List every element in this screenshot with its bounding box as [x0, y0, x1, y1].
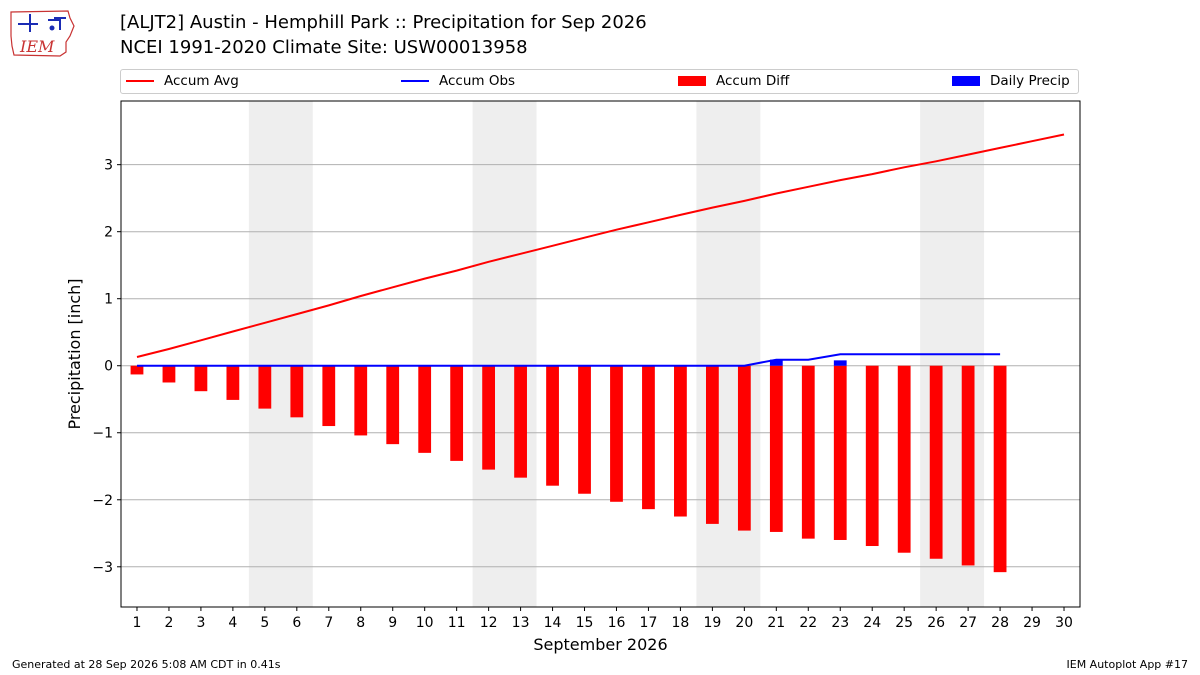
x-tick-label: 10	[416, 615, 434, 631]
legend-item-accum-diff: Accum Diff	[678, 73, 789, 89]
legend-label-accum-avg: Accum Avg	[164, 73, 239, 89]
legend-item-accum-obs: Accum Obs	[401, 73, 515, 89]
y-tick-label: −1	[92, 426, 113, 442]
x-axis-label: September 2026	[533, 635, 667, 654]
weekend-shade-1	[248, 101, 313, 607]
x-tick-label: 20	[735, 615, 753, 631]
accum-diff-bar	[514, 365, 527, 478]
legend-label-accum-obs: Accum Obs	[439, 73, 516, 89]
x-tick-label: 14	[544, 615, 562, 631]
accum-diff-bar	[258, 365, 272, 409]
x-tick-label: 9	[388, 615, 397, 631]
legend-swatch-accum-diff	[678, 76, 706, 86]
y-axis-label: Precipitation [inch]	[65, 278, 84, 429]
x-tick-label: 2	[164, 615, 173, 631]
chart-legend: Accum Avg Accum Obs Accum Diff Daily Pre…	[120, 69, 1079, 94]
weekend-shade-2	[472, 101, 537, 607]
accum-diff-bar	[418, 365, 432, 453]
logo-text: IEM	[19, 37, 55, 56]
y-tick-label: −3	[92, 560, 113, 576]
weekend-shade-3	[696, 101, 761, 607]
accum-diff-bar	[130, 365, 144, 375]
accum-diff-bar	[226, 365, 240, 400]
y-tick-label: 2	[104, 225, 113, 241]
accum-diff-bar	[801, 365, 815, 539]
y-tick-label: −2	[92, 493, 113, 509]
x-tick-label: 19	[703, 615, 721, 631]
accum-diff-bar	[833, 365, 847, 540]
legend-item-daily-precip: Daily Precip	[952, 73, 1070, 89]
accum-obs-line	[137, 353, 1001, 367]
accum-diff-bar	[610, 365, 623, 502]
x-tick-label: 7	[324, 615, 333, 631]
accum-diff-bar	[290, 365, 304, 418]
y-tick-label: 0	[104, 359, 113, 375]
accum-diff-bar	[705, 365, 719, 524]
chart-subtitle: NCEI 1991-2020 Climate Site: USW00013958	[120, 37, 528, 58]
y-tick-label: 1	[104, 292, 113, 308]
accum-diff-bar	[482, 365, 496, 470]
x-tick-label: 15	[576, 615, 594, 631]
x-tick-label: 25	[895, 615, 913, 631]
legend-item-accum-avg: Accum Avg	[126, 73, 239, 89]
x-tick-label: 26	[927, 615, 945, 631]
x-tick-label: 5	[260, 615, 269, 631]
x-tick-label: 3	[196, 615, 205, 631]
accum-diff-bar	[642, 365, 655, 510]
x-tick-label: 30	[1055, 615, 1073, 631]
x-tick-label: 6	[292, 615, 301, 631]
accum-diff-bar	[897, 365, 911, 553]
plot-frame	[120, 100, 1081, 608]
x-tick-label: 28	[991, 615, 1009, 631]
footer-generated: Generated at 28 Sep 2026 5:08 AM CDT in …	[12, 658, 281, 671]
footer-app: IEM Autoplot App #17	[1066, 658, 1189, 671]
x-tick-label: 23	[831, 615, 849, 631]
x-tick-label: 12	[480, 615, 498, 631]
legend-label-daily-precip: Daily Precip	[990, 73, 1070, 89]
accum-diff-bar	[674, 365, 687, 517]
chart-title: [ALJT2] Austin - Hemphill Park :: Precip…	[120, 12, 647, 33]
x-tick-label: 22	[799, 615, 817, 631]
x-tick-label: 4	[228, 615, 237, 631]
accum-diff-bar	[162, 365, 176, 383]
legend-swatch-daily-precip	[952, 76, 980, 86]
x-tick-label: 11	[448, 615, 466, 631]
y-tick-label: 3	[104, 158, 113, 174]
x-tick-label: 17	[640, 615, 658, 631]
accum-diff-bar	[546, 365, 559, 486]
accum-diff-bar	[993, 365, 1007, 573]
accum-diff-bar	[450, 365, 464, 461]
wind-vane-icon	[18, 17, 66, 30]
daily-precip-bar	[833, 360, 847, 366]
x-tick-label: 1	[133, 615, 142, 631]
accum-diff-bar	[737, 365, 751, 531]
x-tick-label: 8	[356, 615, 365, 631]
iem-logo: IEM	[10, 10, 75, 57]
accum-diff-bar	[194, 365, 208, 392]
x-tick-label: 13	[512, 615, 530, 631]
x-tick-label: 18	[672, 615, 690, 631]
accum-diff-bar	[865, 365, 879, 547]
x-tick-label: 24	[863, 615, 881, 631]
accum-diff-bar	[322, 365, 336, 427]
x-tick-label: 29	[1023, 615, 1041, 631]
x-tick-label: 27	[959, 615, 977, 631]
accum-diff-bar	[578, 365, 591, 494]
accum-avg-line	[136, 133, 1065, 358]
legend-swatch-accum-avg	[126, 80, 154, 82]
accum-diff-bar	[929, 365, 943, 559]
accum-diff-bar	[386, 365, 400, 445]
accum-diff-bar	[769, 365, 783, 532]
legend-swatch-accum-obs	[401, 80, 429, 82]
accum-diff-bar	[354, 365, 368, 436]
accum-diff-bar	[961, 365, 975, 566]
x-tick-label: 21	[767, 615, 785, 631]
x-tick-label: 16	[608, 615, 626, 631]
legend-label-accum-diff: Accum Diff	[716, 73, 790, 89]
iowa-outline-icon	[10, 10, 75, 57]
daily-precip-bar	[769, 359, 783, 366]
